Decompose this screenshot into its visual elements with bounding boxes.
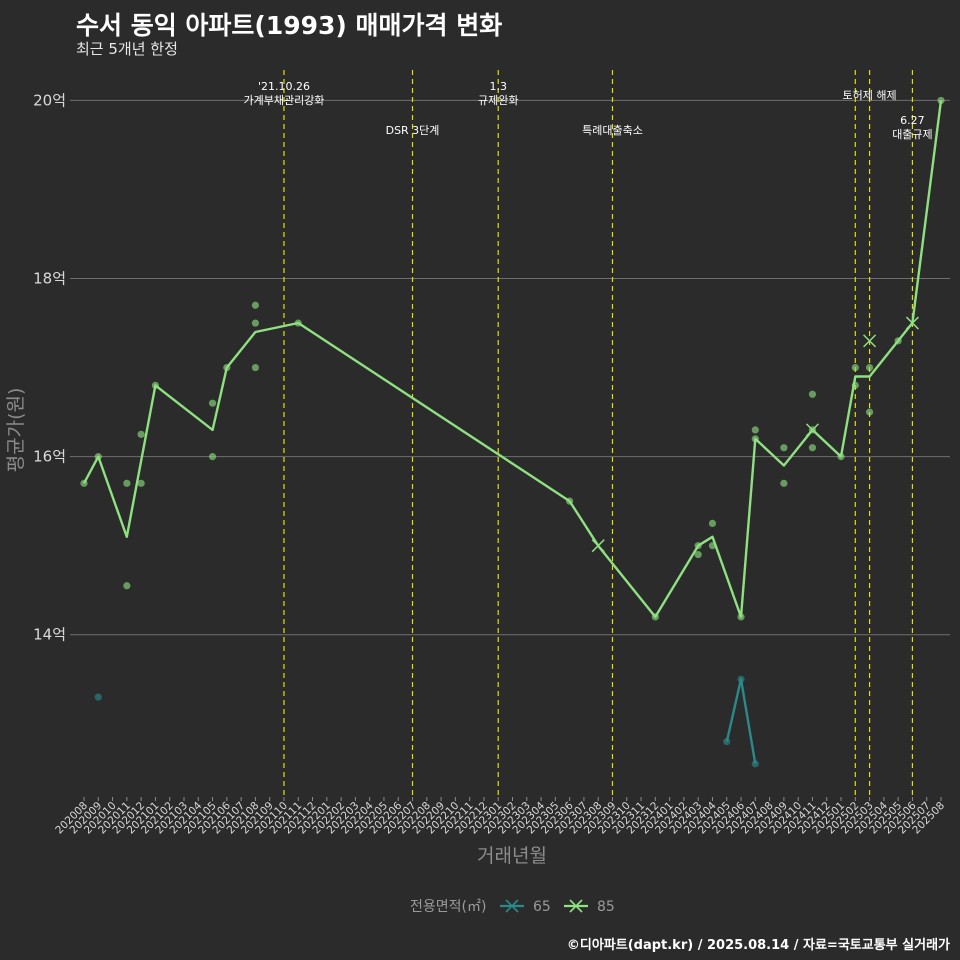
event-label-202506: 6.27 대출규제 (892, 114, 932, 141)
data-point-85 (751, 426, 759, 434)
data-point-65 (751, 760, 759, 768)
cross-mark-85 (805, 423, 819, 437)
event-label-202301: 1.3 규제완화 (478, 80, 518, 107)
x-tick-labels: 2020082020092020102020112020122021012021… (53, 797, 947, 836)
data-point-85 (94, 453, 102, 461)
legend-title: 전용면적(㎡) (410, 899, 486, 915)
data-point-85 (208, 399, 217, 407)
data-point-85 (566, 497, 574, 505)
grid-lines (70, 99, 950, 636)
data-point-85 (837, 453, 845, 461)
chart-subtitle: 최근 5개년 한정 (76, 40, 178, 58)
event-label-202110: '21.10.26 가계부채관리강화 (243, 80, 324, 107)
data-point-85 (851, 381, 859, 389)
data-point-85 (737, 613, 745, 621)
data-point-85 (780, 444, 788, 452)
y-axis-label: 평균가(원) (5, 388, 27, 473)
event-label-202503: 토허제 해제 (843, 88, 897, 102)
data-point-85 (751, 435, 759, 443)
data-point-85 (694, 542, 702, 550)
data-point-85 (137, 479, 145, 487)
cross-mark-85 (863, 334, 877, 348)
data-point-85 (137, 430, 145, 438)
data-point-85 (894, 337, 902, 345)
data-point-85 (80, 479, 88, 487)
data-point-85 (651, 613, 659, 621)
source-caption: ©디아파트(dapt.kr) / 2025.08.14 / 자료=국토교통부 실… (566, 938, 950, 953)
legend-cross-85 (569, 899, 583, 913)
event-label-202207: DSR 3단계 (386, 124, 440, 137)
chart-title: 수서 동익 아파트(1993) 매매가격 변화 (76, 11, 503, 40)
data-point-85 (708, 519, 717, 528)
y-tick-label: 14억 (33, 626, 66, 644)
data-point-85 (694, 550, 702, 559)
legend-label-85: 85 (597, 899, 615, 915)
y-tick-labels: 14억 16억 18억 20억 (33, 91, 66, 643)
cross-mark-85 (905, 316, 919, 330)
legend-key-65: 65 (500, 899, 551, 915)
data-point-85 (123, 582, 131, 590)
data-point-85 (251, 301, 259, 309)
legend-label-65: 65 (533, 899, 551, 915)
data-point-65 (737, 675, 745, 683)
legend: 전용면적(㎡) 65 85 (410, 899, 615, 915)
data-point-85 (151, 381, 160, 389)
series-line-85 (82, 100, 943, 619)
data-point-85 (708, 542, 717, 550)
event-label-202309: 특례대출축소 (582, 124, 643, 137)
series-line-65 (725, 678, 757, 764)
data-point-85 (808, 444, 817, 452)
data-point-85 (251, 363, 259, 372)
data-point-85 (937, 96, 945, 105)
legend-cross-65 (505, 899, 519, 913)
x-axis-label: 거래년월 (477, 845, 547, 867)
y-tick-label: 16억 (33, 448, 66, 466)
legend-key-85: 85 (564, 899, 615, 915)
data-point-85 (123, 479, 131, 487)
data-point-65 (723, 737, 731, 746)
data-point-85 (208, 453, 217, 461)
data-points (80, 96, 945, 768)
data-point-85 (780, 479, 788, 487)
data-point-85 (865, 408, 874, 416)
y-tick-label: 20억 (33, 91, 66, 109)
data-point-85 (223, 363, 231, 372)
data-point-85 (851, 363, 859, 372)
data-point-85 (865, 363, 874, 372)
data-point-85 (808, 390, 817, 398)
data-point-85 (294, 319, 302, 327)
cross-mark-85 (591, 539, 605, 553)
data-point-65 (94, 693, 102, 701)
y-tick-label: 18억 (33, 270, 66, 288)
data-point-85 (251, 319, 259, 327)
